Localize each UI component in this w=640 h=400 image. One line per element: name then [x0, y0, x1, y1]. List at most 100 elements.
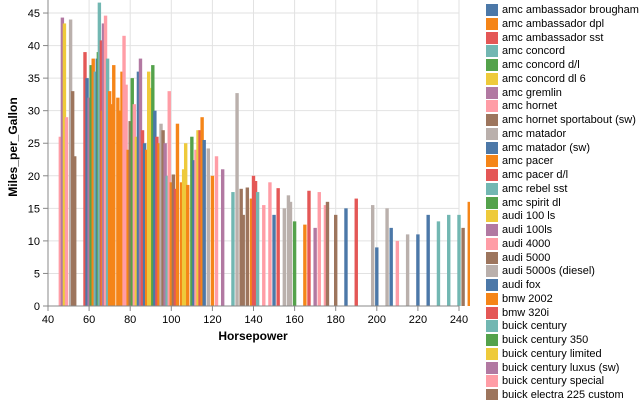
bar [120, 71, 124, 306]
x-tick-label: 80 [124, 314, 136, 326]
bar [171, 174, 176, 306]
bar [249, 198, 254, 306]
bar [64, 117, 69, 306]
bar [163, 143, 167, 306]
legend-swatch [486, 265, 498, 278]
legend-swatch [486, 114, 498, 126]
bar [124, 84, 128, 306]
bar [97, 2, 102, 307]
legend-label: audi fox [502, 279, 541, 291]
y-tick-label: 35 [28, 73, 40, 85]
y-tick-label: 20 [28, 171, 40, 183]
bar [130, 78, 134, 307]
bar [214, 156, 219, 306]
bar [426, 214, 430, 306]
legend-swatch [486, 196, 498, 209]
legend-swatch [486, 292, 498, 305]
legend-item: amc pacer d/l [486, 168, 568, 182]
legend-item: buick century limited [486, 347, 602, 361]
bar [354, 198, 358, 306]
bar [151, 65, 155, 306]
bar [253, 180, 258, 306]
legend-label: buick century special [502, 375, 605, 388]
bar [375, 247, 379, 306]
bar [91, 58, 95, 306]
bar [136, 71, 141, 306]
y-tick-label: 10 [28, 236, 40, 248]
legend-label: amc pacer [502, 155, 554, 168]
bar [83, 52, 87, 306]
legend-swatch [486, 306, 498, 319]
legend-swatch [486, 169, 498, 181]
legend-item: amc concord [486, 44, 565, 58]
bar [202, 139, 206, 306]
y-tick-label: 45 [28, 8, 40, 20]
bar [167, 91, 171, 307]
bar [194, 149, 198, 306]
bar [116, 97, 120, 306]
bar [303, 224, 307, 306]
bar [313, 227, 317, 306]
bar [325, 201, 330, 306]
legend-item: audi 5000 [486, 251, 550, 265]
legend-swatch [486, 210, 498, 223]
y-tick-label: 5 [34, 268, 40, 280]
legend-item: amc matador (sw) [486, 141, 590, 155]
legend-swatch [486, 100, 498, 113]
bar [198, 130, 202, 306]
bar [73, 156, 77, 306]
bar [183, 143, 188, 306]
legend-label: amc gremlin [502, 86, 562, 99]
bar [186, 184, 190, 306]
x-tick-label: 180 [327, 314, 345, 326]
legend-swatch [486, 251, 498, 264]
legend-label: amc ambassador brougham [502, 4, 639, 16]
legend-label: amc hornet sportabout (sw) [502, 114, 636, 126]
bar [165, 175, 169, 306]
legend-item: amc ambassador dpl [486, 17, 604, 31]
bar [60, 17, 65, 306]
legend-item: amc concord d/l [486, 58, 580, 72]
legend-item: amc ambassador sst [486, 31, 603, 45]
bar [241, 214, 245, 306]
legend-swatch [486, 320, 498, 333]
legend-label: audi 100 ls [502, 210, 556, 223]
x-tick-label: 200 [368, 314, 386, 326]
bar [140, 130, 145, 306]
bar [110, 104, 114, 306]
legend-label: bmw 320i [502, 306, 550, 319]
bar [103, 15, 108, 307]
bar [395, 240, 400, 306]
legend-swatch [486, 182, 498, 195]
bar [370, 205, 375, 306]
legend-label: amc matador (sw) [502, 141, 591, 154]
legend-swatch [486, 127, 498, 140]
legend-swatch [486, 17, 498, 30]
bar [461, 227, 465, 306]
bar [292, 221, 297, 306]
bar [196, 130, 200, 306]
bar [179, 182, 184, 306]
bar [157, 143, 161, 306]
legend-item: amc rebel sst [486, 182, 567, 196]
bar [175, 123, 180, 307]
legend-swatch [486, 155, 498, 168]
bar [107, 91, 112, 307]
bar [192, 160, 196, 306]
bar [405, 234, 410, 306]
bar [142, 143, 147, 306]
legend-item: amc pacer [486, 154, 553, 168]
bar [272, 214, 276, 306]
axes: 40 60 80 100 120 140 160 180 200 220 240 0 5 10 15 20 25… [28, 0, 468, 326]
bar [436, 221, 441, 306]
legend-item: audi 4000 [486, 237, 550, 251]
legend-swatch [486, 72, 498, 85]
bar-series [58, 2, 470, 307]
legend-item: amc concord dl 6 [486, 72, 586, 86]
bar [87, 97, 91, 306]
bar [181, 169, 186, 306]
bar [251, 175, 256, 306]
bar [70, 91, 75, 307]
legend-item: audi 100ls [486, 223, 552, 237]
y-axis-title: Miles_per_Gallon [6, 97, 20, 196]
